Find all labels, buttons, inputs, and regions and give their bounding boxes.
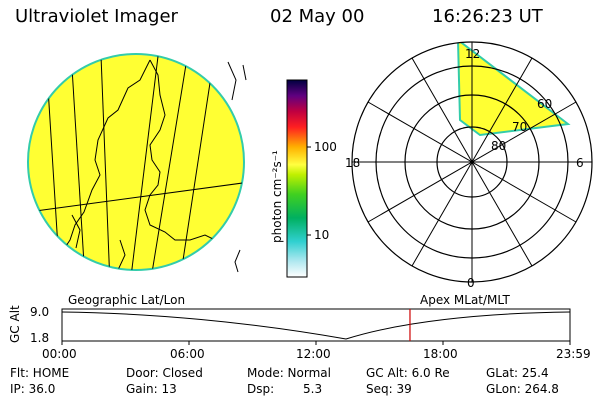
timeline-left-caption: Geographic Lat/Lon: [68, 293, 186, 307]
time-tick-2359: 23:59: [556, 347, 591, 361]
mlat-label-70: 70: [512, 120, 528, 134]
instrument-title: Ultraviolet Imager: [15, 6, 178, 27]
polar-mlat-mlt-plot: [351, 41, 593, 283]
mlt-label-12: 12: [465, 47, 481, 61]
info-glat: GLat: 25.4: [486, 366, 549, 380]
timeline-right-caption: Apex MLat/MLT: [420, 293, 510, 307]
mlt-label-18: 18: [345, 156, 361, 170]
colorbar-tick-10: 10: [314, 228, 330, 242]
colorbar-tick-100: 100: [314, 140, 337, 154]
info-gc-alt: GC Alt: 6.0 Re: [366, 366, 450, 380]
info-ip: IP: 36.0: [10, 382, 56, 396]
mlat-label-80: 80: [491, 139, 507, 153]
info-flt: Flt: HOME: [10, 366, 70, 380]
polar-spokes: [352, 42, 592, 282]
auroral-fill-region: [456, 42, 571, 137]
time-label: 16:26:23 UT: [432, 6, 543, 27]
globe-grid: [28, 54, 244, 270]
colorbar-unit-label: photon cm⁻²s⁻¹: [270, 150, 284, 243]
date-label: 02 May 00: [270, 6, 365, 27]
mlat-label-60: 60: [537, 97, 553, 111]
geographic-globe: [27, 53, 247, 273]
timeline-axis-title: GC Alt: [8, 305, 22, 343]
info-seq: Seq: 39: [366, 382, 412, 396]
info-dsp-label: Dsp:: [247, 382, 275, 396]
time-tick-1800: 18:00: [423, 347, 458, 361]
info-gain: Gain: 13: [126, 382, 177, 396]
timeline-frame: [61, 308, 571, 342]
time-tick-1200: 12:00: [296, 347, 331, 361]
gc-alt-timeline: [61, 308, 571, 345]
info-dsp-value: 5.3: [303, 382, 323, 396]
info-door: Door: Closed: [126, 366, 203, 380]
timeline-y-high: 9.0: [30, 305, 50, 319]
timeline-ticks: [61, 341, 571, 345]
timeline-y-low: 1.8: [30, 331, 50, 345]
mlt-label-6: 6: [576, 156, 584, 170]
color-scale-bar: [286, 79, 311, 278]
limb-coast-fragments: [227, 61, 247, 273]
mlt-label-0: 0: [467, 276, 475, 290]
gc-alt-curve: [61, 311, 571, 340]
info-glon: GLon: 264.8: [486, 382, 559, 396]
time-tick-0600: 06:00: [170, 347, 205, 361]
info-mode: Mode: Normal: [247, 366, 331, 380]
time-tick-0000: 00:00: [42, 347, 77, 361]
